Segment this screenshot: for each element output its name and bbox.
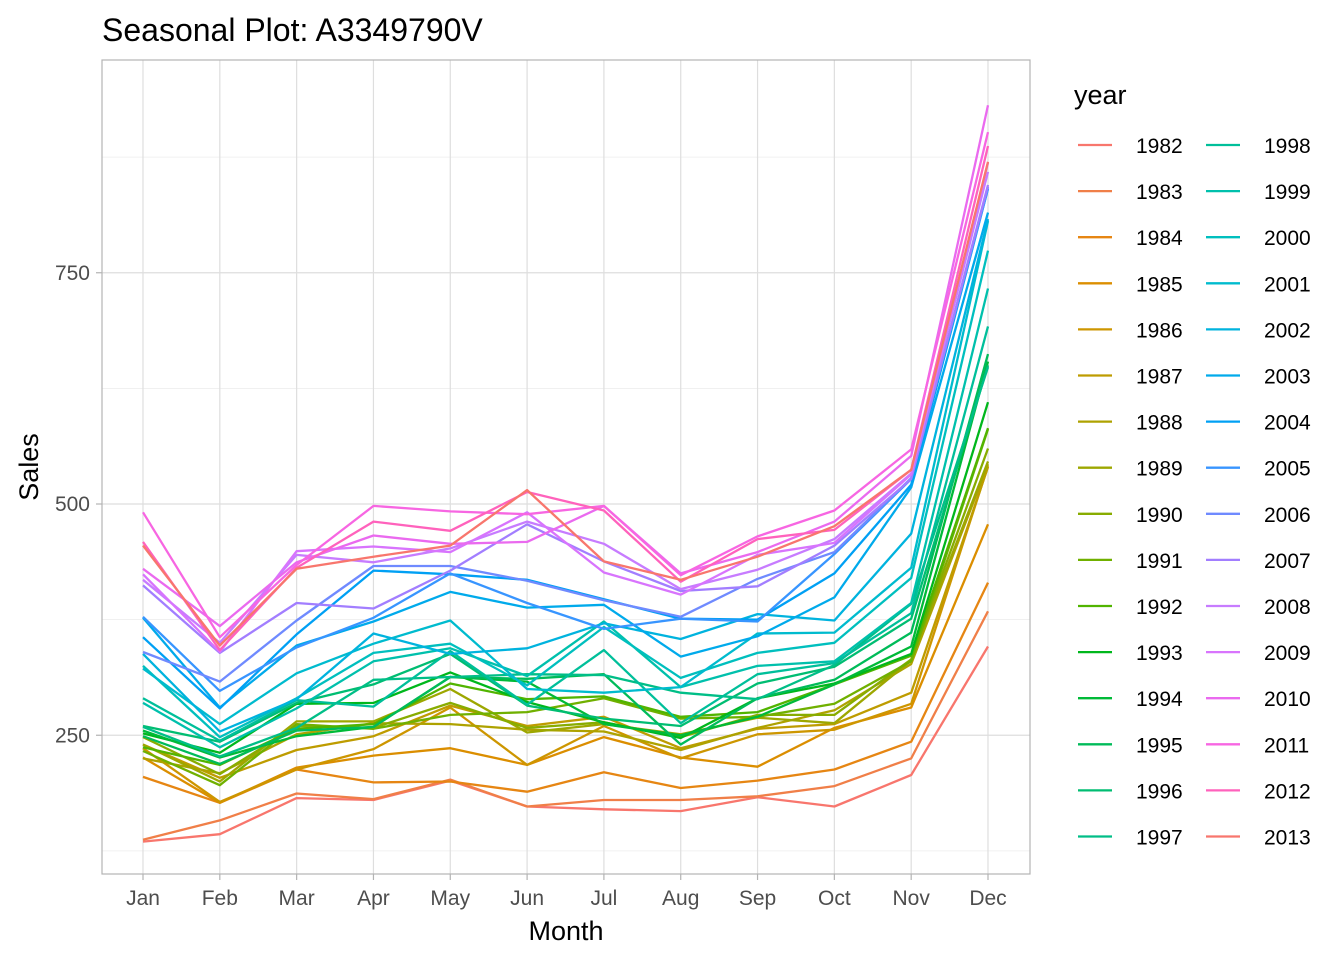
series-line-1987: [142, 466, 990, 779]
legend-label-1999: 1999: [1264, 181, 1311, 204]
legend-title: year: [1074, 80, 1127, 110]
x-tick-label: Aug: [662, 887, 699, 910]
legend-label-1993: 1993: [1136, 642, 1183, 665]
legend-label-1987: 1987: [1136, 366, 1183, 389]
legend-label-2000: 2000: [1264, 227, 1311, 250]
legend-label-2012: 2012: [1264, 780, 1311, 803]
series-line-1998: [142, 326, 990, 742]
x-tick-label: Feb: [202, 887, 238, 910]
x-tick-label: Sep: [739, 887, 776, 910]
x-tick-label: Apr: [357, 887, 390, 910]
series-line-1999: [142, 288, 990, 749]
legend-label-2008: 2008: [1264, 596, 1311, 619]
legend-label-1989: 1989: [1136, 458, 1183, 481]
legend-label-2004: 2004: [1264, 412, 1311, 435]
legend-label-2010: 2010: [1264, 688, 1311, 711]
legend-label-1994: 1994: [1136, 688, 1183, 711]
legend-label-1988: 1988: [1136, 412, 1183, 435]
plot-panel-border: [101, 59, 1031, 875]
series-line-2001: [142, 220, 990, 726]
legend: year 1982 1983 1984 1985 1986 1987 1988 1989 199…: [1074, 80, 1311, 850]
series-line-1994: [142, 361, 990, 759]
legend-label-1984: 1984: [1136, 227, 1183, 250]
series-line-1989: [142, 460, 990, 783]
legend-label-1992: 1992: [1136, 596, 1183, 619]
x-axis-title: Month: [528, 916, 603, 946]
y-tick-label: 250: [55, 724, 90, 747]
x-tick-label: May: [430, 887, 470, 910]
x-tick-label: Oct: [818, 887, 851, 910]
legend-label-1986: 1986: [1136, 319, 1183, 342]
legend-label-1998: 1998: [1264, 135, 1311, 158]
legend-label-2003: 2003: [1264, 366, 1311, 389]
legend-label-1996: 1996: [1136, 780, 1183, 803]
legend-label-1983: 1983: [1136, 181, 1183, 204]
series-line-1986: [142, 465, 990, 804]
legend-label-2001: 2001: [1264, 273, 1311, 296]
series-lines: [142, 105, 990, 843]
series-line-1982: [142, 645, 989, 843]
legend-label-1995: 1995: [1136, 734, 1183, 757]
y-tick-label: 500: [55, 493, 90, 516]
series-line-1996: [142, 364, 990, 743]
x-tick-label: Dec: [969, 887, 1006, 910]
series-line-2011: [142, 131, 990, 639]
legend-label-2006: 2006: [1264, 504, 1311, 527]
series-line-2005: [142, 188, 990, 693]
x-tick-label: Jun: [510, 887, 544, 910]
legend-label-2009: 2009: [1264, 642, 1311, 665]
y-axis-title: Sales: [14, 433, 44, 501]
x-tick-label: Nov: [893, 887, 931, 910]
series-line-2010: [142, 105, 990, 628]
legend-label-1997: 1997: [1136, 827, 1183, 850]
x-tick-label: Jul: [590, 887, 617, 910]
legend-label-1990: 1990: [1136, 504, 1183, 527]
series-line-2009: [142, 162, 990, 654]
chart-title: Seasonal Plot: A3349790V: [102, 12, 483, 48]
legend-label-1982: 1982: [1136, 135, 1183, 158]
series-line-2006: [142, 186, 990, 683]
legend-label-2011: 2011: [1264, 734, 1309, 757]
x-tick-label: Mar: [279, 887, 315, 910]
legend-label-1985: 1985: [1136, 273, 1183, 296]
series-line-2013: [142, 161, 990, 647]
legend-label-2002: 2002: [1264, 319, 1311, 342]
series-line-2002: [142, 218, 990, 733]
legend-label-1991: 1991: [1136, 550, 1183, 573]
legend-label-2005: 2005: [1264, 458, 1311, 481]
x-tick-label: Jan: [126, 887, 160, 910]
grid-lines: [102, 60, 1030, 874]
y-tick-label: 750: [55, 262, 90, 285]
series-line-1983: [142, 610, 990, 841]
axes: 250 500 750 Jan Feb Mar Apr May Jun Jul Aug Sep Oct N…: [55, 262, 1007, 910]
legend-label-2007: 2007: [1264, 550, 1311, 573]
legend-label-2013: 2013: [1264, 827, 1311, 850]
